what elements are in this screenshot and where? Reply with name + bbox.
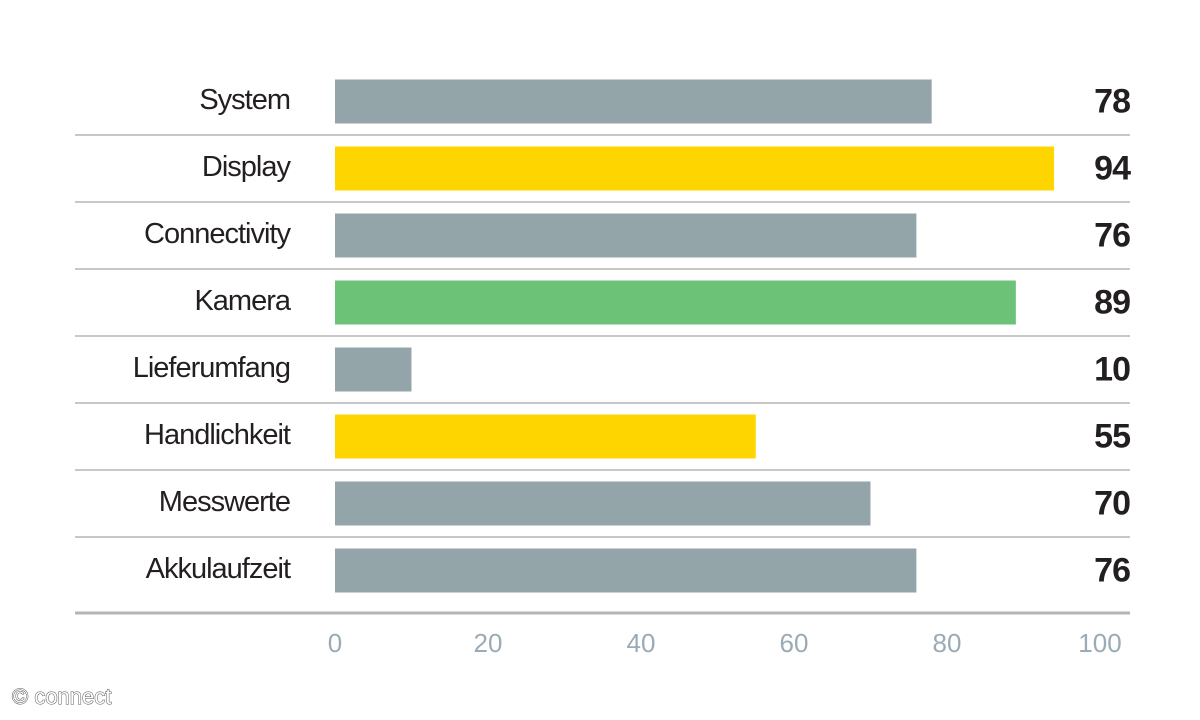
bar xyxy=(335,146,1055,191)
category-label: Handlichkeit xyxy=(144,419,291,451)
value-label: 76 xyxy=(1094,216,1130,254)
bar xyxy=(335,347,412,392)
value-label: 55 xyxy=(1094,417,1130,455)
category-label: Messwerte xyxy=(159,486,290,518)
value-label: 78 xyxy=(1094,82,1130,120)
category-label: Akkulaufzeit xyxy=(146,553,291,585)
category-label: Connectivity xyxy=(144,218,291,250)
x-tick-label: 20 xyxy=(474,628,503,658)
x-tick-label: 0 xyxy=(328,628,342,658)
category-label: Lieferumfang xyxy=(133,352,290,384)
bar xyxy=(335,213,917,258)
x-tick-label: 40 xyxy=(627,628,656,658)
value-label: 10 xyxy=(1094,350,1130,388)
bar xyxy=(335,548,917,593)
value-label: 94 xyxy=(1094,149,1131,187)
bar xyxy=(335,79,932,124)
category-label: Kamera xyxy=(194,285,291,317)
bar xyxy=(335,280,1016,325)
x-tick-label: 60 xyxy=(780,628,809,658)
x-tick-label: 80 xyxy=(933,628,962,658)
category-label: Display xyxy=(202,151,292,183)
bar xyxy=(335,481,871,526)
value-label: 89 xyxy=(1094,283,1130,321)
value-label: 70 xyxy=(1094,484,1130,522)
x-tick-label: 100 xyxy=(1078,628,1121,658)
watermark: © connect xyxy=(12,684,111,709)
value-label: 76 xyxy=(1094,551,1130,589)
category-label: System xyxy=(199,84,290,116)
bar xyxy=(335,414,756,459)
